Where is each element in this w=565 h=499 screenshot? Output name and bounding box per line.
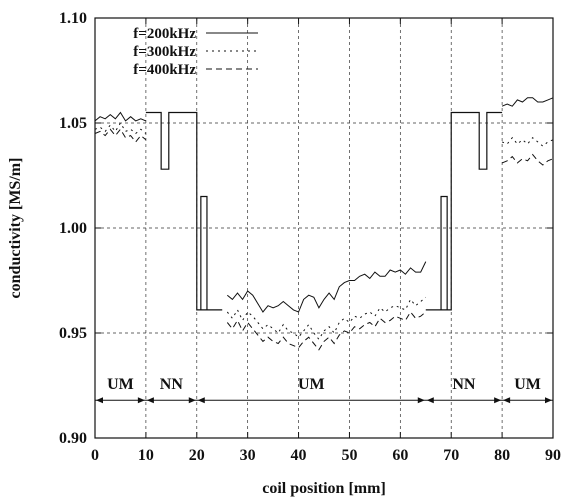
y-tick-label: 1.10 [59, 10, 87, 27]
series-line [226, 296, 427, 341]
profile-outline [425, 111, 503, 311]
series-line [94, 128, 147, 143]
region-arrowhead [503, 397, 511, 404]
region-arrowhead [545, 397, 552, 404]
x-tick-label: 10 [138, 447, 154, 464]
x-tick-label: 70 [443, 447, 459, 464]
y-tick-label: 0.90 [59, 430, 87, 447]
x-tick-label: 80 [494, 447, 510, 464]
profile-outline [440, 195, 448, 310]
profile-shapes [145, 111, 503, 311]
region-label: UM [107, 376, 134, 393]
series-line [226, 311, 427, 351]
series-line [94, 122, 147, 135]
y-tick-label: 0.95 [59, 325, 87, 342]
series-line [501, 136, 554, 147]
legend: f=200kHz f=300kHz f=400kHz [133, 26, 258, 78]
legend-label: f=200kHz [133, 26, 196, 42]
series-line [226, 261, 427, 313]
region-label: NN [160, 376, 184, 393]
region-arrowhead [137, 397, 145, 404]
x-tick-label: 0 [91, 447, 99, 464]
y-tick-label: 1.05 [59, 115, 87, 132]
region-arrowhead [96, 397, 103, 404]
x-axis-title: coil position [mm] [262, 480, 386, 497]
y-axis-title: conductivity [MS/m] [7, 158, 24, 299]
x-tick-label: 60 [392, 447, 408, 464]
profile-outline [200, 195, 208, 310]
series-line [94, 111, 147, 122]
region-arrowhead [417, 397, 425, 404]
x-tick-label: 50 [341, 447, 357, 464]
legend-label: f=300kHz [133, 44, 196, 60]
x-tick-label: 20 [189, 447, 205, 464]
grid [95, 18, 553, 438]
region-arrowhead [146, 397, 154, 404]
region-arrowhead [197, 397, 205, 404]
data-series [94, 97, 554, 351]
legend-label: f=400kHz [133, 62, 196, 78]
region-label: NN [452, 376, 476, 393]
region-label: UM [298, 376, 325, 393]
region-arrowhead [188, 397, 196, 404]
region-arrowhead [494, 397, 502, 404]
y-tick-label: 1.00 [59, 220, 87, 237]
region-annotations: UM NN UM NN UM [95, 376, 553, 404]
x-tick-label: 90 [545, 447, 561, 464]
series-line [501, 97, 554, 107]
series-line [501, 153, 554, 166]
axis-ticks: 0 10 20 30 40 50 60 70 80 90 0.90 0.95 1.00 1.05 1.10 [59, 10, 561, 464]
region-label: UM [514, 376, 541, 393]
x-tick-label: 30 [240, 447, 256, 464]
x-tick-label: 40 [291, 447, 307, 464]
region-arrowhead [426, 397, 434, 404]
profile-outline [145, 111, 223, 311]
